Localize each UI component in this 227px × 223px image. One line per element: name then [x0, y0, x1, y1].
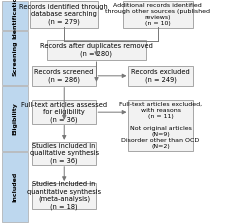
FancyBboxPatch shape	[32, 142, 96, 165]
Text: Included: Included	[13, 172, 18, 202]
FancyBboxPatch shape	[32, 100, 96, 124]
Text: Studies included in
quantitative synthesis
(meta-analysis)
(n = 18): Studies included in quantitative synthes…	[27, 181, 101, 210]
Text: Records excluded
(n = 249): Records excluded (n = 249)	[131, 69, 190, 83]
FancyBboxPatch shape	[2, 31, 28, 85]
Text: Records after duplicates removed
(n = 280): Records after duplicates removed (n = 28…	[40, 43, 153, 57]
Text: Studies included in
qualitative synthesis
(n = 36): Studies included in qualitative synthesi…	[30, 143, 99, 164]
Text: Records identified through
database searching
(n = 279): Records identified through database sear…	[19, 4, 108, 25]
FancyBboxPatch shape	[30, 1, 98, 28]
Text: Full-text articles assessed
for eligibility
(n = 36): Full-text articles assessed for eligibil…	[21, 101, 107, 123]
Text: Full-text articles excluded,
with reasons
(n = 11)

Not original articles
(N=9)
: Full-text articles excluded, with reason…	[119, 102, 202, 149]
Text: Screening: Screening	[13, 40, 18, 76]
Text: Eligibility: Eligibility	[13, 102, 18, 135]
FancyBboxPatch shape	[32, 183, 96, 209]
Text: Records screened
(n = 286): Records screened (n = 286)	[35, 69, 94, 83]
FancyBboxPatch shape	[2, 86, 28, 151]
FancyBboxPatch shape	[2, 1, 28, 30]
FancyBboxPatch shape	[128, 66, 193, 86]
FancyBboxPatch shape	[2, 152, 28, 222]
FancyBboxPatch shape	[47, 40, 146, 60]
Text: Identification: Identification	[13, 0, 18, 39]
FancyBboxPatch shape	[123, 1, 193, 28]
Text: Additional records identified
through other sources (published
reviews)
(n = 10): Additional records identified through ot…	[105, 3, 210, 26]
FancyBboxPatch shape	[128, 100, 193, 151]
FancyBboxPatch shape	[32, 66, 96, 86]
